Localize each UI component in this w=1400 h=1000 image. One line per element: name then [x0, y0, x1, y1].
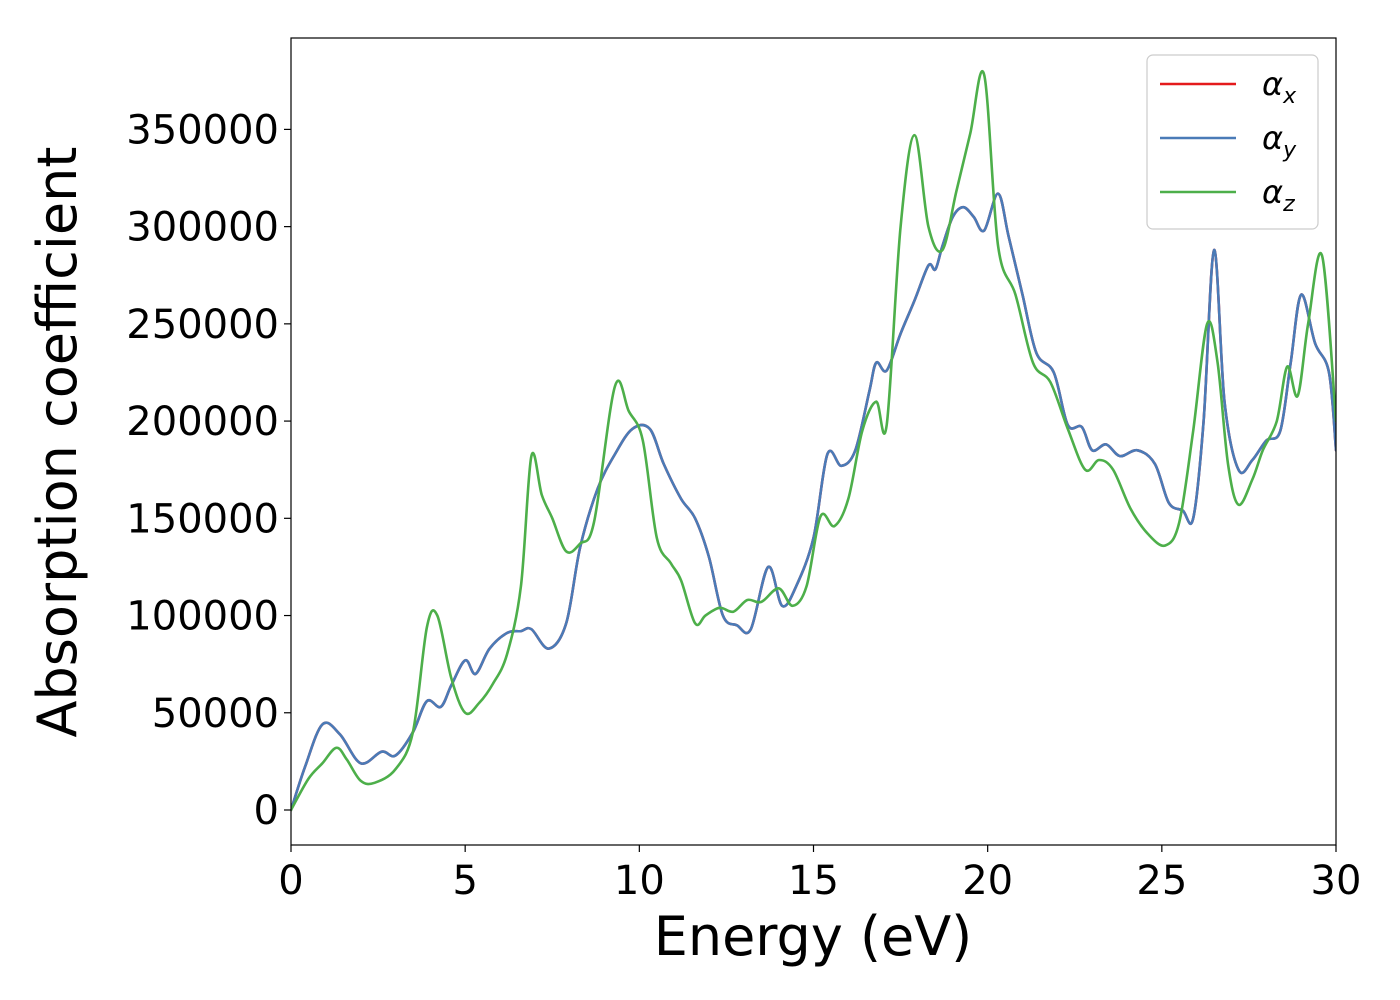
x-tick-label: 15 — [788, 858, 839, 904]
y-tick-label: 250000 — [126, 302, 279, 348]
y-tick-label: 100000 — [126, 594, 279, 640]
x-tick-label: 0 — [278, 858, 303, 904]
series-layer — [291, 70, 1336, 812]
y-tick-label: 200000 — [126, 399, 279, 445]
y-tick-label: 50000 — [152, 691, 279, 737]
x-axis: 0 5 10 15 20 25 30 — [278, 845, 1361, 904]
x-tick-label: 25 — [1136, 858, 1187, 904]
y-axis-label: Absorption coefficient — [26, 147, 89, 738]
legend-label-y: αy — [1262, 119, 1297, 163]
legend-box — [1146, 54, 1319, 230]
x-tick-label: 30 — [1311, 858, 1362, 904]
y-tick-label: 300000 — [126, 205, 279, 251]
x-tick-label: 5 — [452, 858, 477, 904]
legend-label-x: αx — [1262, 65, 1297, 109]
legend: αx αy αz — [1146, 54, 1319, 230]
series-line-z — [291, 70, 1336, 812]
x-tick-label: 10 — [614, 858, 665, 904]
x-tick-label: 20 — [962, 858, 1013, 904]
y-tick-label: 150000 — [126, 496, 279, 542]
y-axis: 0 50000 100000 150000 200000 250000 300000 3500… — [126, 107, 291, 834]
legend-label-z: αz — [1262, 173, 1295, 217]
x-axis-label: Energy (eV) — [654, 905, 973, 968]
y-tick-label: 350000 — [126, 107, 279, 153]
series-line-y — [291, 192, 1336, 812]
y-tick-label: 0 — [254, 788, 279, 834]
